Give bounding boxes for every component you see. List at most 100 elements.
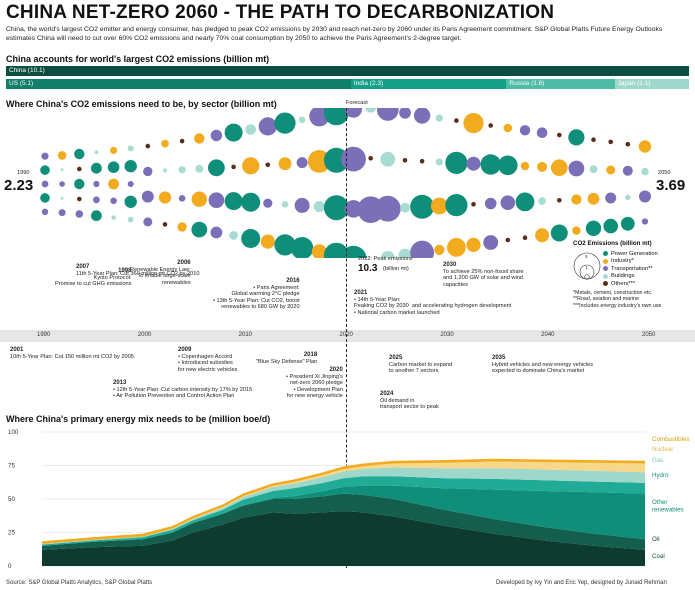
sector-bubble — [143, 217, 153, 227]
series-label: Coal — [652, 553, 665, 560]
note-3: ***Includes energy industry's own use — [573, 302, 662, 309]
series-label: Other — [652, 499, 667, 506]
sector-bubble — [290, 237, 314, 258]
legend-scale-5: 5 — [585, 254, 588, 259]
event-text: • 14th 5-Year Plan: Peaking CO2 by 2030 … — [354, 296, 512, 316]
sector-bubble — [111, 215, 116, 220]
sector-bubble — [263, 198, 273, 208]
sector-bubble — [471, 202, 476, 207]
sector-bubble — [515, 192, 535, 212]
timeline-tick: 1990 — [37, 332, 51, 338]
sector-bubble — [402, 158, 408, 163]
sector-bubble — [281, 201, 289, 208]
source-note: Source: S&P Global Platts Analytics, S&P… — [6, 580, 153, 586]
area-coal — [42, 511, 645, 566]
sector-bubble — [410, 194, 435, 219]
legend-swatch — [603, 251, 608, 257]
sector-bubble — [298, 116, 306, 123]
legend-title: CO2 Emissions (billion mt) — [573, 240, 652, 247]
series-label: Hydro — [652, 472, 669, 479]
sector-bubble — [608, 139, 613, 145]
event-text: • 12th 5-Year Plan: Cut carbon intensity… — [113, 386, 253, 400]
sector-bubble — [161, 139, 169, 148]
sector-bubble — [75, 210, 84, 218]
sector-bubble — [241, 229, 261, 248]
timeline-event: 2001 10th 5-Year Plan: Cut 150 million mt… — [10, 347, 134, 360]
forecast-divider — [346, 108, 347, 568]
sector-bubble — [311, 244, 327, 258]
sector-bubble — [177, 222, 187, 232]
peak-value: 10.3 — [358, 263, 378, 274]
sector-bubble — [124, 160, 137, 173]
legend-swatch — [603, 266, 608, 272]
timeline-event: 2035 Hybrid vehicles and new energy vehic… — [492, 355, 593, 375]
sector-bubble — [603, 218, 618, 234]
event-year: 2013 — [113, 380, 127, 386]
peak-unit: (billion mt) — [383, 266, 409, 272]
timeline-tick: 2030 — [440, 332, 454, 338]
sector-bubble — [58, 209, 66, 217]
sector-bubble — [377, 108, 399, 121]
sector-bubble — [274, 234, 296, 256]
legend-notes: *Metals, cement, construction etc. **Roa… — [573, 290, 661, 309]
sector-bubble — [241, 192, 261, 212]
sector-bubble — [551, 159, 568, 176]
event-year: 1998 — [118, 268, 132, 274]
sector-bubble — [94, 150, 99, 155]
y-tick-label: 50 — [8, 496, 15, 503]
sector-bubble — [605, 192, 617, 204]
area-oil — [42, 493, 645, 550]
event-year: 2025 — [389, 355, 403, 361]
y-tick-label: 75 — [8, 463, 15, 470]
page-title: CHINA NET-ZERO 2060 - THE PATH TO DECARB… — [6, 2, 555, 23]
end-year: 2050 — [658, 170, 671, 176]
emitter-bar-2: Russia (1.6) — [506, 79, 615, 89]
sector-bubble — [535, 228, 550, 243]
sector-bubble — [208, 192, 225, 208]
timeline-event: 2018 "Blue Sky Defense" Plan — [256, 352, 317, 365]
sector-bubble — [568, 160, 585, 177]
sector-bubble — [587, 192, 600, 205]
timeline-axis — [0, 330, 695, 342]
legend: Power Generation Industry* Transportation*… — [603, 250, 658, 288]
event-year: 2020 — [329, 367, 343, 373]
event-text: • Copenhagen Accord • Introduced subsidi… — [178, 353, 238, 373]
start-value: 2.23 — [4, 177, 34, 194]
sector-bubble — [74, 178, 85, 190]
note-2: **Road, aviation and marine — [573, 296, 639, 303]
legend-swatch — [603, 281, 608, 287]
sector-bubble — [242, 157, 260, 175]
event-year: 2001 — [10, 347, 24, 353]
event-year: 2035 — [492, 355, 506, 361]
timeline-event: 2030 To achieve 25% non-fossil share and … — [443, 262, 524, 288]
sector-bubble — [178, 195, 186, 202]
sector-bubble — [323, 108, 349, 126]
timeline-event: 2009 • Copenhagen Accord • Introduced sub… — [178, 347, 237, 373]
timeline-event: 1998 Kyoto Protocol: Promise to cut GHG e… — [55, 268, 131, 288]
emitter-bar-china: China (10.1) — [6, 66, 689, 76]
timeline-event: 2021 • 14th 5-Year Plan: Peaking CO2 by 2… — [354, 290, 511, 316]
sector-bubble — [585, 220, 602, 236]
sector-bubble — [194, 133, 205, 144]
timeline-event: 2025 Carbon market to expand to another 7… — [389, 355, 452, 375]
sector-bubble — [108, 178, 119, 190]
sector-bubble — [380, 251, 395, 258]
credit-note: Developed by Ivy Yin and Eric Yep, desig… — [496, 580, 667, 586]
sector-bubble — [110, 146, 118, 155]
event-text: Renewable Energy Law: To enable large-sc… — [130, 266, 191, 286]
sector-bubble — [60, 168, 64, 172]
sector-bubble — [398, 248, 412, 258]
end-value: 3.69 — [656, 177, 686, 194]
legend-label: Buildings — [611, 273, 635, 280]
area-other-renewables — [42, 485, 645, 546]
sector-bubble — [498, 155, 518, 176]
sector-bubble — [620, 216, 635, 231]
sector-bubble — [40, 193, 50, 203]
event-text: Kyoto Protocol: Promise to cut GHG emiss… — [55, 274, 132, 288]
legend-size-scale: 5 1 — [573, 252, 601, 280]
sector-bubble — [435, 158, 443, 166]
sector-bubble — [158, 191, 172, 204]
sector-bubble — [313, 201, 325, 213]
sector-bubble — [568, 129, 585, 146]
sector-bubble — [224, 192, 243, 211]
